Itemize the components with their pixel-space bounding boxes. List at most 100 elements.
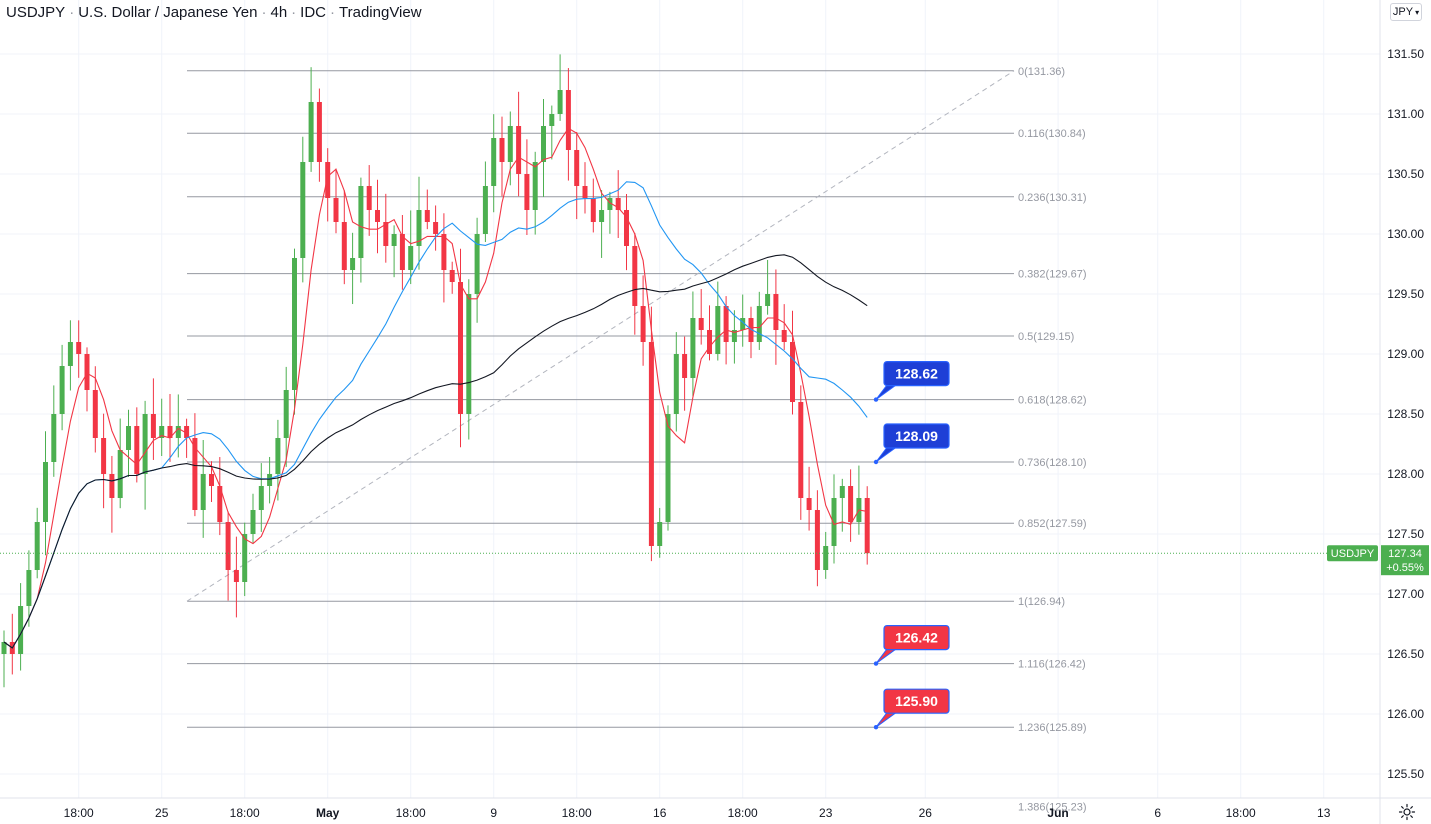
time-tick-label: 25 bbox=[155, 806, 169, 820]
currency-button[interactable]: JPY ▾ bbox=[1390, 3, 1422, 21]
candle-body bbox=[532, 162, 538, 210]
candle-body bbox=[308, 102, 314, 162]
candle-body bbox=[707, 330, 712, 354]
time-tick-label: 9 bbox=[490, 806, 497, 820]
fib-level-label: 0.382(129.67) bbox=[1018, 269, 1087, 281]
time-tick-label: 16 bbox=[653, 806, 667, 820]
candle-body bbox=[92, 390, 98, 438]
candle-body bbox=[350, 258, 356, 270]
callout-anchor bbox=[873, 397, 879, 402]
candle-body bbox=[34, 522, 40, 570]
candle-body bbox=[557, 90, 563, 114]
price-callout[interactable] bbox=[883, 688, 950, 714]
trend-line[interactable] bbox=[186, 70, 1015, 602]
candle-body bbox=[51, 414, 57, 462]
settings-gear-icon[interactable] bbox=[1398, 803, 1416, 821]
price-tick-label: 130.50 bbox=[1387, 167, 1424, 181]
candle-body bbox=[740, 318, 746, 330]
callout-label: 125.90 bbox=[895, 693, 938, 709]
time-tick-label: 18:00 bbox=[64, 806, 94, 820]
price-tick-label: 127.00 bbox=[1387, 587, 1424, 601]
callout-label: 126.42 bbox=[895, 630, 938, 646]
time-tick-label: 18:00 bbox=[562, 806, 592, 820]
candle-body bbox=[449, 270, 455, 282]
candle-body bbox=[192, 438, 198, 510]
fib-level-label: 0.852(127.59) bbox=[1018, 518, 1087, 530]
time-tick-label: May bbox=[316, 806, 340, 820]
candle-body bbox=[250, 510, 256, 534]
candle-body bbox=[167, 426, 173, 438]
price-tick-label: 129.00 bbox=[1387, 347, 1424, 361]
candle-body bbox=[582, 186, 588, 198]
time-tick-label: 18:00 bbox=[396, 806, 426, 820]
symbol-tag: USDJPY bbox=[1331, 548, 1375, 560]
candle-body bbox=[607, 198, 613, 210]
candle-body bbox=[806, 498, 812, 510]
candle-body bbox=[615, 198, 621, 210]
candle-body bbox=[184, 426, 190, 438]
candle-body bbox=[648, 342, 654, 546]
candle-body bbox=[300, 162, 306, 258]
candle-body bbox=[217, 486, 223, 522]
callout-anchor bbox=[873, 459, 879, 465]
price-tick-label: 126.00 bbox=[1387, 707, 1424, 721]
candle-body bbox=[657, 522, 663, 546]
price-tick-label: 128.50 bbox=[1387, 407, 1424, 421]
candle-body bbox=[433, 222, 439, 234]
price-callouts[interactable]: 128.62 128.09 126.42 125.90 bbox=[873, 361, 950, 730]
fib-level-label: 0.5(129.15) bbox=[1018, 331, 1074, 343]
candle-body bbox=[408, 246, 414, 270]
candle-body bbox=[366, 186, 372, 210]
candle-body bbox=[823, 546, 829, 570]
candle-body bbox=[416, 210, 422, 246]
candle-body bbox=[175, 426, 181, 438]
candle-body bbox=[26, 570, 32, 606]
candle-body bbox=[516, 126, 522, 174]
candle-body bbox=[275, 438, 281, 474]
price-tick-label: 127.50 bbox=[1387, 527, 1424, 541]
candle-body bbox=[458, 282, 463, 414]
symbol-tag-bg bbox=[1327, 545, 1378, 562]
last-price-change: +0.55% bbox=[1386, 562, 1424, 574]
fib-level-label: 0.116(130.84) bbox=[1018, 128, 1086, 140]
candle-body bbox=[76, 342, 82, 354]
candle-body bbox=[209, 474, 214, 486]
candle-body bbox=[258, 486, 264, 510]
fib-trend-line[interactable] bbox=[186, 70, 1015, 602]
candle-body bbox=[424, 210, 430, 222]
candle-body bbox=[134, 426, 140, 474]
candle-body bbox=[864, 498, 870, 554]
symbol-text: USDJPY bbox=[6, 4, 66, 21]
candle-body bbox=[590, 198, 596, 222]
instrument-name: U.S. Dollar / Japanese Yen bbox=[78, 4, 258, 21]
interval-text: 4h bbox=[270, 4, 288, 21]
price-callout[interactable] bbox=[883, 361, 950, 387]
price-callout[interactable] bbox=[883, 423, 950, 449]
price-axis[interactable]: 131.50 131.00 130.50 130.00 129.50 129.00 128.… bbox=[1387, 47, 1424, 781]
last-price-value: 127.34 bbox=[1388, 548, 1422, 560]
candle-body bbox=[67, 342, 73, 366]
candle-body bbox=[399, 234, 405, 270]
candle-body bbox=[109, 474, 115, 498]
candle-body bbox=[441, 234, 447, 270]
time-tick-label: 13 bbox=[1317, 806, 1331, 820]
callout-label: 128.09 bbox=[895, 428, 938, 444]
price-tick-label: 131.00 bbox=[1387, 107, 1424, 121]
candle-body bbox=[101, 438, 107, 474]
fib-retracement[interactable]: 0(131.36) 0.116(130.84) 0.236(130.31) 0.382… bbox=[187, 66, 1087, 814]
candle-body bbox=[333, 198, 339, 222]
candle-body bbox=[18, 606, 24, 654]
price-callout[interactable] bbox=[883, 624, 950, 651]
time-tick-label: Jun bbox=[1047, 806, 1068, 820]
time-axis[interactable]: 18:00 25 18:00 May 18:00 9 18:00 16 18:00 23 26 Jun… bbox=[64, 806, 1331, 820]
price-tick-label: 131.50 bbox=[1387, 47, 1424, 61]
fib-level-label: 0.736(128.10) bbox=[1018, 457, 1087, 469]
candle-body bbox=[142, 414, 148, 474]
candle-body bbox=[325, 162, 331, 198]
fib-level-label: 0.236(130.31) bbox=[1018, 192, 1087, 204]
candle-body bbox=[292, 258, 297, 390]
candle-body bbox=[242, 534, 248, 582]
fib-level-label: 1.236(125.89) bbox=[1018, 722, 1087, 734]
